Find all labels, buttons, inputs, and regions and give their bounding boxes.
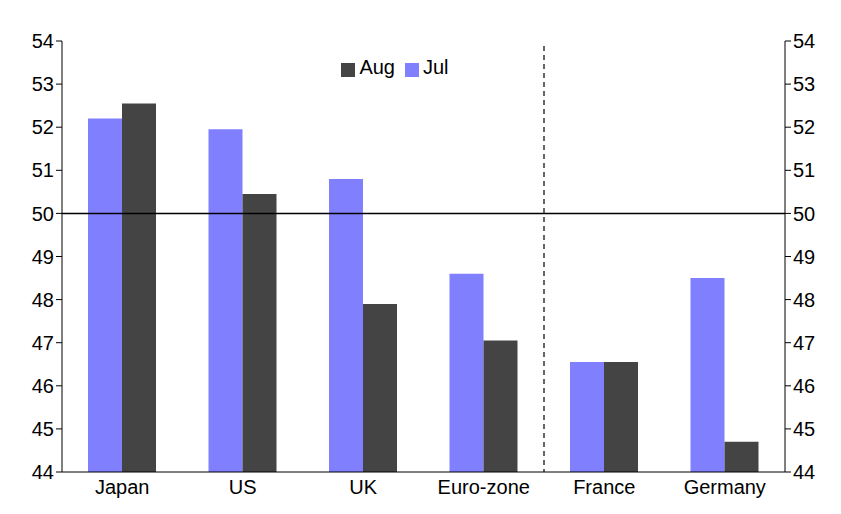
svg-text:53: 53 xyxy=(793,73,815,95)
svg-text:44: 44 xyxy=(793,461,815,483)
svg-text:Euro-zone: Euro-zone xyxy=(438,476,530,498)
svg-text:50: 50 xyxy=(32,203,54,225)
svg-text:44: 44 xyxy=(32,461,54,483)
svg-text:50: 50 xyxy=(793,203,815,225)
svg-text:47: 47 xyxy=(793,332,815,354)
svg-text:46: 46 xyxy=(793,375,815,397)
svg-text:48: 48 xyxy=(793,289,815,311)
svg-text:Japan: Japan xyxy=(95,476,150,498)
svg-text:52: 52 xyxy=(793,116,815,138)
svg-text:France: France xyxy=(573,476,635,498)
svg-text:48: 48 xyxy=(32,289,54,311)
html-text:Jul: Jul xyxy=(423,56,449,78)
svg-text:45: 45 xyxy=(32,418,54,440)
svg-text:54: 54 xyxy=(793,30,815,52)
svg-text:49: 49 xyxy=(32,246,54,268)
svg-text:Germany: Germany xyxy=(684,476,766,498)
svg-text:53: 53 xyxy=(32,73,54,95)
svg-text:45: 45 xyxy=(793,418,815,440)
svg-text:51: 51 xyxy=(793,159,815,181)
html-text:Aug: Aug xyxy=(359,56,395,78)
svg-text:46: 46 xyxy=(32,375,54,397)
svg-text:47: 47 xyxy=(32,332,54,354)
svg-text:UK: UK xyxy=(349,476,377,498)
svg-text:51: 51 xyxy=(32,159,54,181)
svg-text:54: 54 xyxy=(32,30,54,52)
svg-text:US: US xyxy=(229,476,257,498)
svg-text:49: 49 xyxy=(793,246,815,268)
svg-text:52: 52 xyxy=(32,116,54,138)
